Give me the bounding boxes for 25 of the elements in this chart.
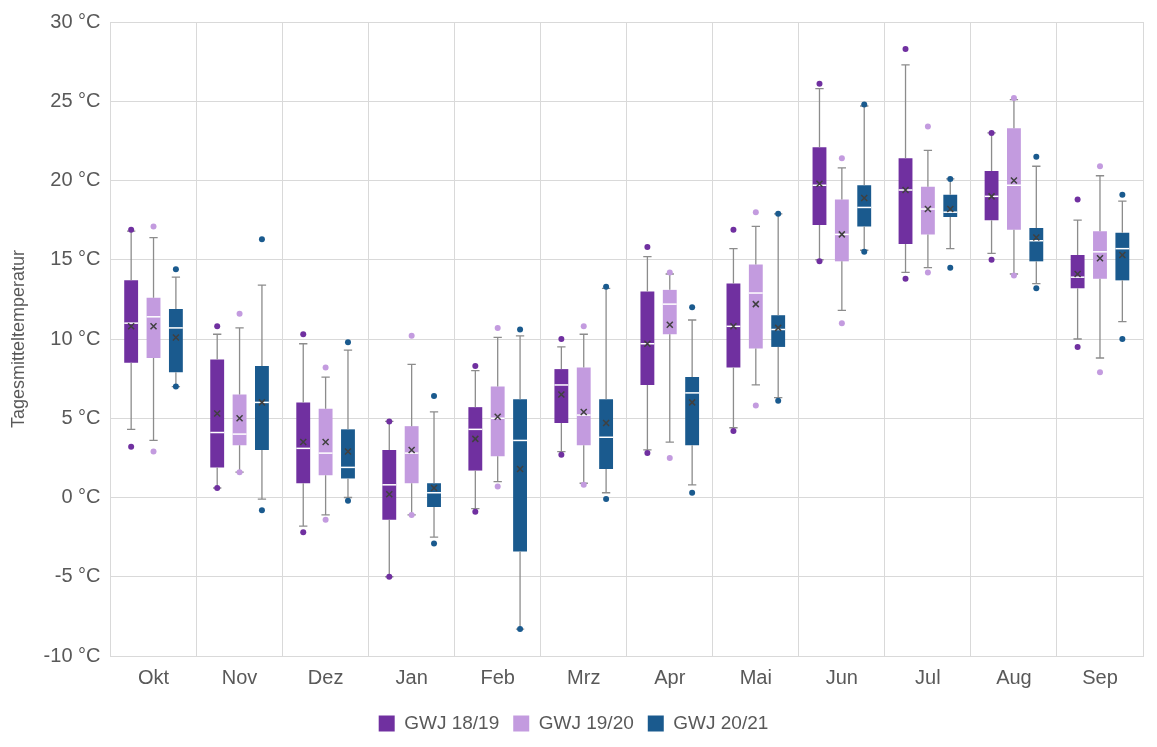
y-tick-label: 25 °C: [50, 88, 101, 111]
x-tick-label: Aug: [996, 665, 1032, 688]
x-tick-label: Dez: [307, 665, 344, 688]
legend-label: GWJ 20/21: [673, 711, 769, 733]
x-tick-label: Okt: [137, 665, 170, 688]
x-tick-label: Mrz: [567, 665, 601, 688]
y-tick-label: 0 °C: [61, 485, 101, 508]
legend-label: GWJ 19/20: [538, 711, 634, 733]
x-tick-label: Sep: [1082, 665, 1118, 688]
x-tick-label: Mai: [739, 665, 772, 688]
y-tick-label: 20 °C: [50, 168, 101, 191]
x-tick-label: Nov: [221, 665, 258, 688]
y-tick-label: 5 °C: [61, 405, 101, 428]
y-tick-label: 10 °C: [50, 326, 101, 349]
x-tick-label: Jun: [825, 665, 858, 688]
y-tick-label: -10 °C: [43, 643, 101, 666]
x-tick-label: Feb: [480, 665, 515, 688]
x-tick-label: Apr: [654, 665, 686, 688]
y-tick-label: 30 °C: [50, 9, 101, 32]
legend-label: GWJ 18/19: [404, 711, 500, 733]
y-axis-title: Tagesmitteltemperatur: [7, 249, 28, 429]
x-tick-label: Jan: [395, 665, 428, 688]
y-tick-label: 15 °C: [50, 247, 101, 270]
x-tick-label: Jul: [915, 665, 941, 688]
y-tick-label: -5 °C: [54, 564, 101, 587]
